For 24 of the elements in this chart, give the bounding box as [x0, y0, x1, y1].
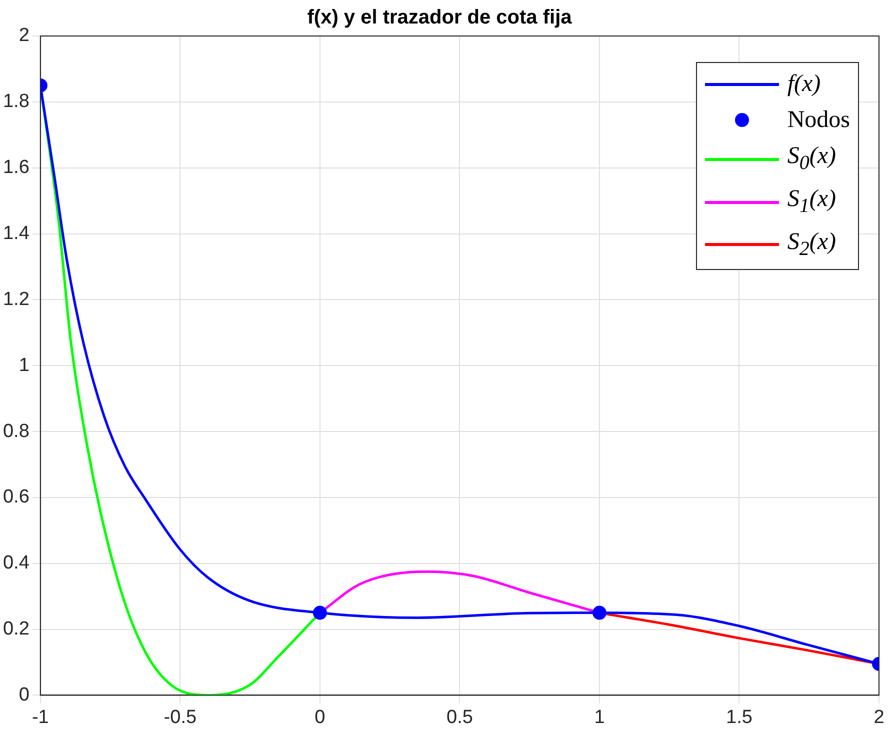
- chart-title: f(x) y el trazador de cota fija: [307, 6, 573, 29]
- x-tick-label: -0.5: [164, 706, 197, 728]
- y-tick-label: 1.6: [2, 157, 30, 178]
- y-tick-label: 0: [18, 684, 30, 706]
- y-tick-label: 0.6: [2, 486, 30, 508]
- x-tick-label: 0: [314, 706, 326, 728]
- y-tick-label: 0.8: [2, 420, 30, 442]
- x-tick-label: 1: [594, 706, 605, 728]
- x-tick-label: 1.5: [726, 706, 752, 728]
- y-tick-label: 0.2: [2, 618, 30, 640]
- y-tick-label: 2: [18, 25, 30, 46]
- legend-label: S$_{1}$(x): [787, 184, 836, 219]
- legend-label: S$_{2}$(x): [787, 228, 836, 262]
- y-tick-label: 0.4: [2, 552, 30, 574]
- y-tick-label: 1.2: [2, 288, 30, 310]
- legend-label: f(x): [787, 70, 821, 99]
- x-tick-label: 2: [874, 706, 884, 728]
- legend-label: S$_{0}$(x): [787, 142, 836, 176]
- y-tick-label: 1.4: [2, 222, 30, 244]
- legend-label: Nodos: [787, 106, 850, 135]
- x-tick-label: 0.5: [446, 706, 473, 728]
- y-tick-label: 1.8: [2, 91, 30, 112]
- y-tick-label: 1: [18, 354, 30, 376]
- x-tick-label: -1: [32, 706, 49, 728]
